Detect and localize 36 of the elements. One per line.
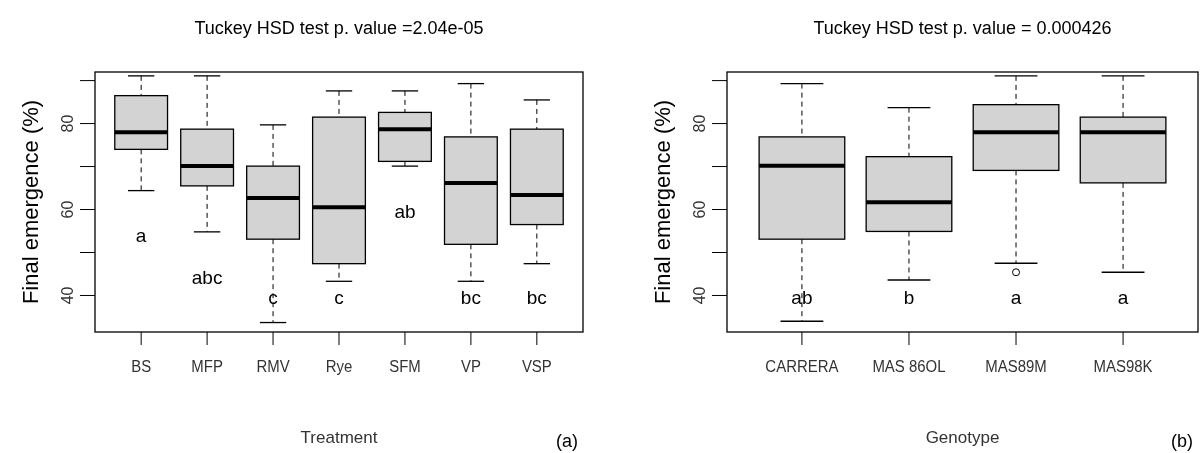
annotation: a bbox=[135, 225, 147, 247]
x-tick-label: MAS89M bbox=[985, 357, 1047, 376]
text: (a) bbox=[556, 431, 578, 451]
y-axis-title: Final emergence (%) bbox=[18, 99, 43, 305]
y-tick-label: 80 bbox=[691, 114, 708, 133]
annotation: ab bbox=[394, 200, 416, 222]
y-axis-title: Final emergence (%) bbox=[650, 99, 675, 305]
x-tick-label: VSP bbox=[521, 357, 552, 376]
y-tick-label: 40 bbox=[691, 286, 708, 305]
y-tick-label: 40 bbox=[59, 286, 76, 305]
x-tick-label: SFM bbox=[389, 357, 421, 376]
annotation: c bbox=[334, 286, 344, 308]
chart-title: Tuckey HSD test p. value = 0.000426 bbox=[813, 18, 1112, 38]
annotation: bc bbox=[460, 286, 481, 308]
annotation: a bbox=[1010, 286, 1022, 308]
annotation: b bbox=[903, 286, 915, 308]
text: (b) bbox=[1171, 431, 1193, 451]
x-tick-label: MFP bbox=[191, 357, 223, 376]
y-tick-label: 80 bbox=[59, 114, 76, 133]
x-tick-label: MAS98K bbox=[1093, 357, 1153, 376]
y-tick-label: 60 bbox=[59, 200, 76, 219]
annotation: a bbox=[1117, 286, 1129, 308]
x-tick-label: MAS 86OL bbox=[872, 357, 946, 376]
x-tick-label: Rye bbox=[325, 357, 353, 376]
x-tick-label: CARRERA bbox=[765, 357, 839, 376]
annotation: c bbox=[268, 286, 278, 308]
x-tick-label: BS bbox=[131, 357, 152, 376]
x-tick-label: VP bbox=[460, 357, 481, 376]
x-axis-title: Treatment bbox=[300, 428, 378, 447]
x-tick-label: RMV bbox=[256, 357, 290, 376]
annotation: ab bbox=[791, 286, 813, 308]
chart-title: Tuckey HSD test p. value =2.04e-05 bbox=[194, 18, 484, 38]
x-axis-title: Genotype bbox=[925, 428, 1000, 447]
annotation: abc bbox=[191, 266, 223, 288]
annotation: bc bbox=[526, 286, 547, 308]
y-tick-label: 60 bbox=[691, 200, 708, 219]
